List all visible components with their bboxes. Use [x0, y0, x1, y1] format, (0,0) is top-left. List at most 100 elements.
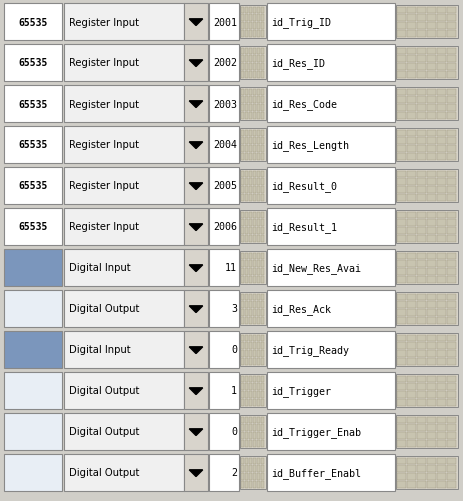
- Bar: [417, 317, 425, 324]
- Text: Digital Input: Digital Input: [69, 263, 131, 273]
- Bar: [241, 383, 244, 390]
- Bar: [249, 376, 252, 382]
- Bar: [241, 49, 244, 55]
- Bar: [245, 171, 248, 178]
- Bar: [249, 31, 252, 38]
- Bar: [437, 473, 445, 480]
- Bar: [249, 310, 252, 316]
- Bar: [245, 473, 248, 480]
- Bar: [446, 269, 456, 275]
- Bar: [437, 465, 445, 472]
- Bar: [446, 187, 456, 193]
- Bar: [397, 276, 406, 283]
- Bar: [241, 212, 244, 219]
- Bar: [241, 235, 244, 242]
- Bar: [426, 49, 436, 55]
- Bar: [257, 376, 260, 382]
- Bar: [437, 269, 445, 275]
- Bar: [395, 129, 457, 162]
- Bar: [245, 440, 248, 446]
- Bar: [417, 350, 425, 357]
- Bar: [417, 432, 425, 439]
- Bar: [395, 456, 457, 489]
- Bar: [245, 235, 248, 242]
- Text: id_Trig_ID: id_Trig_ID: [270, 17, 330, 28]
- Bar: [446, 417, 456, 423]
- Bar: [407, 153, 416, 160]
- Bar: [446, 358, 456, 365]
- Bar: [261, 302, 264, 309]
- Bar: [249, 457, 252, 464]
- Bar: [245, 317, 248, 324]
- Bar: [257, 383, 260, 390]
- Bar: [261, 432, 264, 439]
- Bar: [253, 15, 256, 22]
- Bar: [257, 343, 260, 349]
- Bar: [437, 383, 445, 390]
- Bar: [261, 153, 264, 160]
- Bar: [261, 235, 264, 242]
- Bar: [437, 294, 445, 301]
- Bar: [437, 343, 445, 349]
- Bar: [426, 8, 436, 14]
- Bar: [253, 113, 256, 119]
- Bar: [417, 391, 425, 398]
- Bar: [253, 56, 256, 63]
- Bar: [426, 64, 436, 71]
- Bar: [257, 31, 260, 38]
- Bar: [253, 235, 256, 242]
- Polygon shape: [189, 470, 202, 476]
- Bar: [208, 291, 238, 327]
- Bar: [261, 399, 264, 406]
- Bar: [249, 212, 252, 219]
- Bar: [446, 457, 456, 464]
- Bar: [266, 127, 394, 164]
- Bar: [395, 374, 457, 407]
- Bar: [417, 481, 425, 487]
- Bar: [266, 4, 394, 41]
- Bar: [261, 113, 264, 119]
- Bar: [261, 358, 264, 365]
- Bar: [261, 194, 264, 201]
- Bar: [407, 23, 416, 30]
- Bar: [446, 261, 456, 268]
- Bar: [426, 212, 436, 219]
- Polygon shape: [189, 61, 202, 68]
- Bar: [446, 343, 456, 349]
- Bar: [426, 179, 436, 186]
- Bar: [245, 294, 248, 301]
- Bar: [446, 146, 456, 152]
- Bar: [261, 376, 264, 382]
- Bar: [64, 208, 184, 245]
- Bar: [241, 269, 244, 275]
- Bar: [245, 72, 248, 78]
- Bar: [437, 424, 445, 431]
- Bar: [253, 424, 256, 431]
- Bar: [397, 302, 406, 309]
- Bar: [437, 23, 445, 30]
- Bar: [245, 31, 248, 38]
- Text: 2006: 2006: [213, 222, 237, 232]
- Bar: [397, 317, 406, 324]
- Bar: [261, 310, 264, 316]
- Bar: [446, 302, 456, 309]
- Bar: [249, 113, 252, 119]
- Bar: [241, 261, 244, 268]
- Bar: [426, 310, 436, 316]
- Bar: [241, 64, 244, 71]
- Bar: [417, 440, 425, 446]
- Bar: [257, 473, 260, 480]
- Bar: [184, 331, 207, 368]
- Bar: [257, 457, 260, 464]
- Bar: [261, 72, 264, 78]
- Bar: [249, 391, 252, 398]
- Bar: [407, 294, 416, 301]
- Bar: [437, 8, 445, 14]
- Bar: [407, 481, 416, 487]
- Bar: [253, 335, 256, 342]
- Bar: [397, 253, 406, 260]
- Bar: [4, 86, 62, 123]
- Bar: [261, 212, 264, 219]
- Text: 2001: 2001: [213, 18, 237, 28]
- Bar: [257, 465, 260, 472]
